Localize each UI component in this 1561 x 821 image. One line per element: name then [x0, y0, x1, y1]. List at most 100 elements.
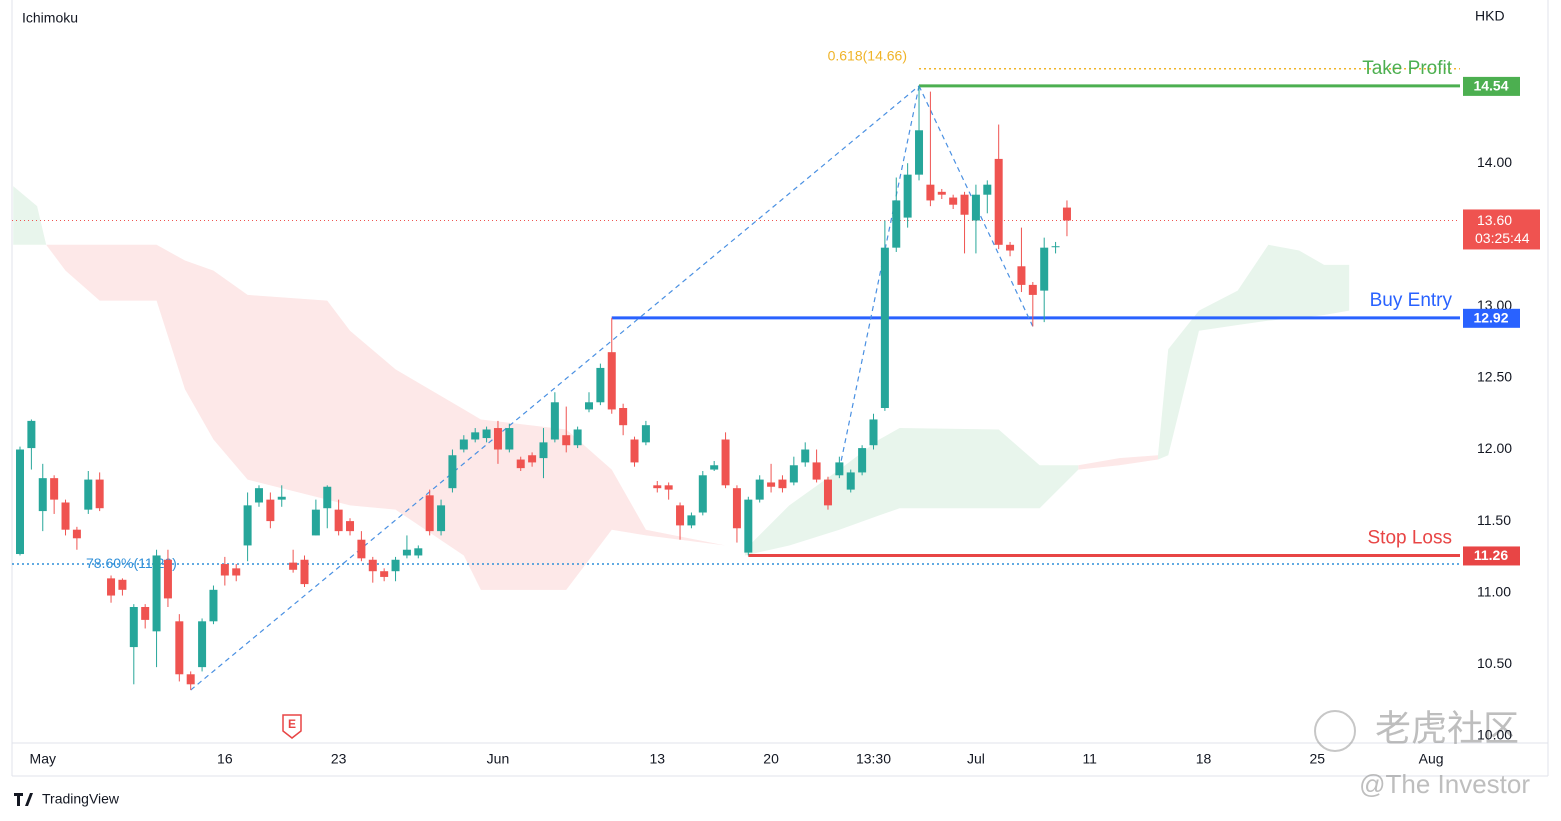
candle-body: [880, 247, 889, 409]
candle-body: [61, 502, 70, 530]
candle-body: [960, 194, 969, 215]
candle-body: [95, 479, 104, 509]
candle-body: [789, 465, 798, 483]
candle-body: [641, 425, 650, 443]
x-tick-label: Jul: [967, 751, 985, 767]
candle-body: [630, 439, 639, 463]
ichimoku-cloud: [13, 186, 47, 245]
candle-body: [801, 449, 810, 463]
candle-body: [812, 462, 821, 480]
candle-body: [27, 420, 36, 449]
earnings-marker: E: [282, 714, 302, 739]
candle-body: [346, 521, 355, 532]
level-price: 12.92: [1473, 310, 1508, 326]
candle-body: [1006, 244, 1015, 251]
candle-body: [220, 564, 229, 576]
candle-body: [414, 548, 423, 556]
candle-body: [209, 589, 218, 622]
candle-body: [744, 499, 753, 553]
brand-name: TradingView: [42, 791, 120, 807]
candle-body: [778, 479, 787, 489]
fib-label: 78.60%(11.20): [86, 555, 177, 571]
y-tick-label: 12.00: [1477, 440, 1512, 456]
y-tick-label: 10.50: [1477, 655, 1512, 671]
level-name: Buy Entry: [1370, 290, 1453, 311]
x-tick-label: May: [30, 751, 56, 767]
candle-body: [664, 485, 673, 490]
candle-body: [186, 674, 195, 685]
x-tick-label: 16: [217, 751, 233, 767]
candle-body: [266, 499, 275, 522]
candle-body: [539, 442, 548, 459]
y-tick-label: 12.50: [1477, 369, 1512, 385]
candle-body: [425, 495, 434, 532]
candle-body: [698, 475, 707, 513]
candle-body: [926, 184, 935, 201]
candle-body: [835, 462, 844, 476]
candle-body: [72, 529, 81, 539]
candle-body: [903, 174, 912, 218]
candle-body: [107, 578, 116, 596]
candle-body: [141, 606, 150, 620]
candle-body: [254, 488, 263, 503]
level-price: 11.26: [1474, 547, 1508, 563]
candle-body: [755, 479, 764, 500]
candle-body: [84, 479, 93, 510]
indicator-name: Ichimoku: [22, 10, 78, 26]
candle-body: [858, 448, 867, 473]
countdown: 03:25:44: [1475, 230, 1530, 246]
candle-body: [505, 428, 514, 450]
candle-body: [937, 191, 946, 195]
candle-body: [175, 621, 184, 675]
watermark-logo: [1314, 710, 1356, 752]
candle-body: [550, 402, 559, 440]
candle-body: [721, 439, 730, 486]
watermark-author: @The Investor: [1359, 769, 1530, 799]
level-name: Stop Loss: [1368, 527, 1453, 548]
candle-body: [50, 478, 59, 500]
x-tick-label: Jun: [487, 751, 510, 767]
candle-body: [846, 472, 855, 490]
fib-label: 0.618(14.66): [828, 47, 907, 63]
y-tick-label: 10.00: [1477, 727, 1512, 743]
candle-body: [493, 428, 502, 450]
candle-body: [516, 459, 525, 469]
candle-body: [1051, 246, 1060, 248]
candle-body: [710, 465, 719, 470]
candle-body: [949, 197, 958, 205]
candle-body: [619, 408, 628, 426]
ichimoku-cloud: [46, 244, 726, 590]
x-tick-label: 23: [331, 751, 347, 767]
candle-body: [653, 485, 662, 489]
x-tick-label: 11: [1082, 751, 1097, 767]
x-tick-label: 13: [649, 751, 665, 767]
candle-body: [334, 509, 343, 532]
candle-body: [311, 509, 320, 536]
x-tick-label: 18: [1196, 751, 1212, 767]
y-tick-label: 11.00: [1477, 583, 1511, 599]
candle-body: [118, 579, 127, 590]
ichimoku-cloud: [1158, 244, 1350, 460]
candle-body: [232, 568, 241, 576]
candle-body: [357, 539, 366, 559]
candle-body: [1040, 247, 1049, 291]
candle-body: [1062, 207, 1071, 221]
candle-body: [687, 515, 696, 526]
current-price-label: 13.60: [1477, 212, 1512, 228]
brand-logo: [14, 793, 33, 806]
level-price: 14.54: [1473, 78, 1508, 94]
candle-body: [573, 429, 582, 446]
candle-body: [391, 559, 400, 572]
candle-body: [892, 200, 901, 248]
candle-body: [994, 158, 1003, 245]
candle-body: [482, 429, 491, 439]
x-tick-label: 13:30: [856, 751, 891, 767]
pattern-line: [190, 85, 920, 691]
candle-body: [767, 482, 776, 487]
candle-body: [289, 562, 298, 570]
watermark: 老虎社区 @The Investor: [1314, 708, 1530, 799]
candle-body: [323, 486, 332, 509]
candle-body: [915, 130, 924, 175]
candle-body: [1017, 266, 1026, 285]
